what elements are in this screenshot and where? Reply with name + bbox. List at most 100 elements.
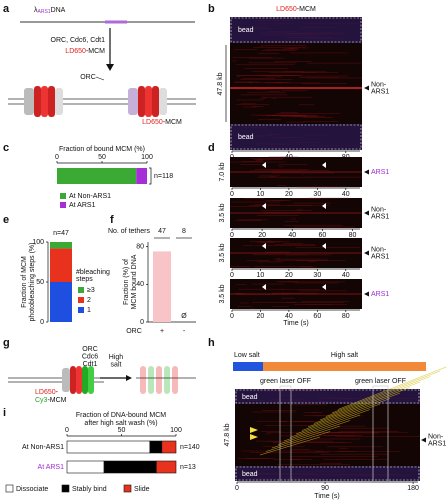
mcm-track [259,436,321,456]
dye: LD650 [65,48,86,55]
site-arrow [364,250,369,256]
dna-symbol: λ [34,7,38,14]
mcm-track [271,425,341,449]
legend-label: ≥3 [87,287,95,294]
pointer [95,76,105,81]
washed-rings [140,366,178,394]
panel-title: LD650-MCM [276,6,316,13]
y-tick-label: 0 [40,319,44,326]
site-arrow [364,291,369,297]
site-arrow [421,437,426,443]
x-tick-label: 0 [235,485,239,492]
mcm-track [307,392,401,428]
bead-region [230,124,362,150]
bar-segment [149,440,163,454]
site-label: ARS1 [371,213,389,220]
dna-sub: ARS1 [38,9,51,15]
site-label: ARS1 [428,440,446,447]
bead-label: bead [242,471,258,478]
legend-swatch [5,484,14,493]
x-tick-label: 20 [258,232,266,239]
mcm-ring [24,86,63,117]
event-arrow [262,243,266,249]
mcm-label: LD650-MCM [65,48,105,55]
mcm-track [277,420,351,445]
arrowheads [250,427,258,440]
n-label: n=118 [154,173,173,180]
factor-label: ORC [82,346,98,353]
x-tick-label: 20 [257,313,265,320]
length-label: 7.0 kb [219,162,226,181]
factor-label: Cdt1 [83,361,98,368]
mcm: -MCM [297,6,316,13]
legend-label: Slide [134,486,150,493]
orc-label: ORC [80,74,96,81]
legend-title: steps [76,276,93,283]
x-tick-label: 90 [321,485,329,492]
mcm-track [325,376,431,417]
y-tick-label: 40 [136,281,144,288]
bar-segment [66,440,151,454]
legend-label: At Non-ARS1 [69,193,111,200]
dna-text: DNA [51,7,66,14]
event-arrow [262,203,266,209]
wash-label: salt [111,361,122,368]
mcm: -MCM [86,48,105,55]
x-tick-label: 0 [55,154,59,161]
laser-label: green laser OFF [355,378,406,385]
y-tick-label: 50 [36,279,44,286]
bar-segment [103,460,157,474]
bar-segment [50,248,72,282]
bar-segment [161,440,177,454]
panel-label: e [3,214,9,226]
phase-bar [233,362,263,371]
x-tick-label: 20 [285,272,293,279]
bar-segment [50,282,72,322]
length-label: 47.8 kb [217,72,224,95]
dye: LD650 [276,6,297,13]
site-label: ARS1 [371,169,389,176]
legend-swatch [78,297,84,303]
bead-outline [230,124,362,150]
y-axis-label: Fraction (%) of [123,259,130,305]
y-axis-label: photobleaching steps (%) [29,243,36,322]
x-tick-label: 80 [349,232,357,239]
mcm-track [265,431,331,452]
bracket [149,167,152,185]
bead-label: bead [238,134,254,141]
value-label: Ø [181,313,187,320]
site-label: Non- [428,433,444,440]
x-tick-label: 0 [230,191,234,198]
x-tick-label: 60 [318,232,326,239]
dye: LD650 [142,119,163,126]
tethers-title: No. of tethers [108,228,151,235]
site-label: ARS1 [371,88,389,95]
legend-label: 1 [87,307,91,314]
site-arrow [364,85,369,91]
bar [153,251,171,322]
x-tick-label: 0 [230,313,234,320]
mcm-track [289,409,371,438]
bar-segment [136,168,147,184]
bead-outline [235,466,420,481]
legend-label: Dissociate [16,486,48,493]
y-tick-label: 80 [136,244,144,251]
legend-swatch [60,193,66,199]
dye-label: Cy3-MCM [35,397,67,404]
mcm-track [331,370,441,414]
category-label: At ARS1 [38,464,65,471]
panel-label: a [3,3,10,15]
dye: Cy3 [35,397,48,404]
x-tick-label: 50 [118,427,126,434]
y-tick-label: 100 [32,239,44,246]
bead-outline [230,17,362,43]
n-label: n=47 [53,230,69,237]
y-axis-label: MCM bound DNA [131,254,138,309]
bar-segment [57,168,137,184]
x-tick-label: 20 [285,191,293,198]
x-tick-label: 30 [313,272,321,279]
mcm-label: LD650-MCM [142,119,182,126]
bar-segment [50,242,72,249]
panel-label: d [208,142,215,154]
